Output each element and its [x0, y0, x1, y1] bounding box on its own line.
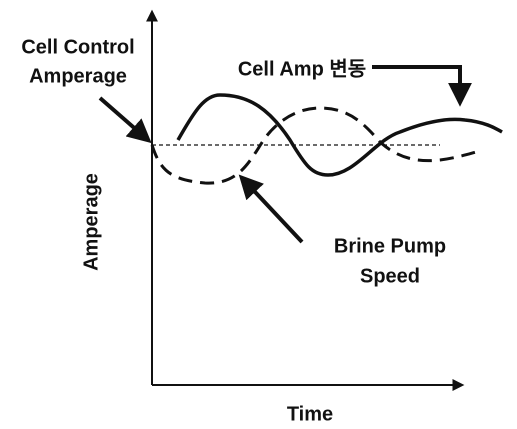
- x-axis-label: Time: [287, 403, 333, 425]
- brine-pump-arrow: [238, 174, 304, 244]
- label: Cell Control: [21, 36, 134, 58]
- cell-amp-arrow: [372, 65, 472, 107]
- label: Brine Pump: [334, 235, 446, 257]
- cell-control-arrow: [98, 96, 152, 144]
- label: Amperage: [29, 65, 127, 87]
- y-axis-label: Amperage: [80, 173, 102, 271]
- label: Speed: [360, 265, 420, 287]
- brine-pump-curve: [150, 106, 477, 185]
- cell-amp-curve: [176, 93, 503, 177]
- label: Cell Amp 변동: [238, 57, 366, 80]
